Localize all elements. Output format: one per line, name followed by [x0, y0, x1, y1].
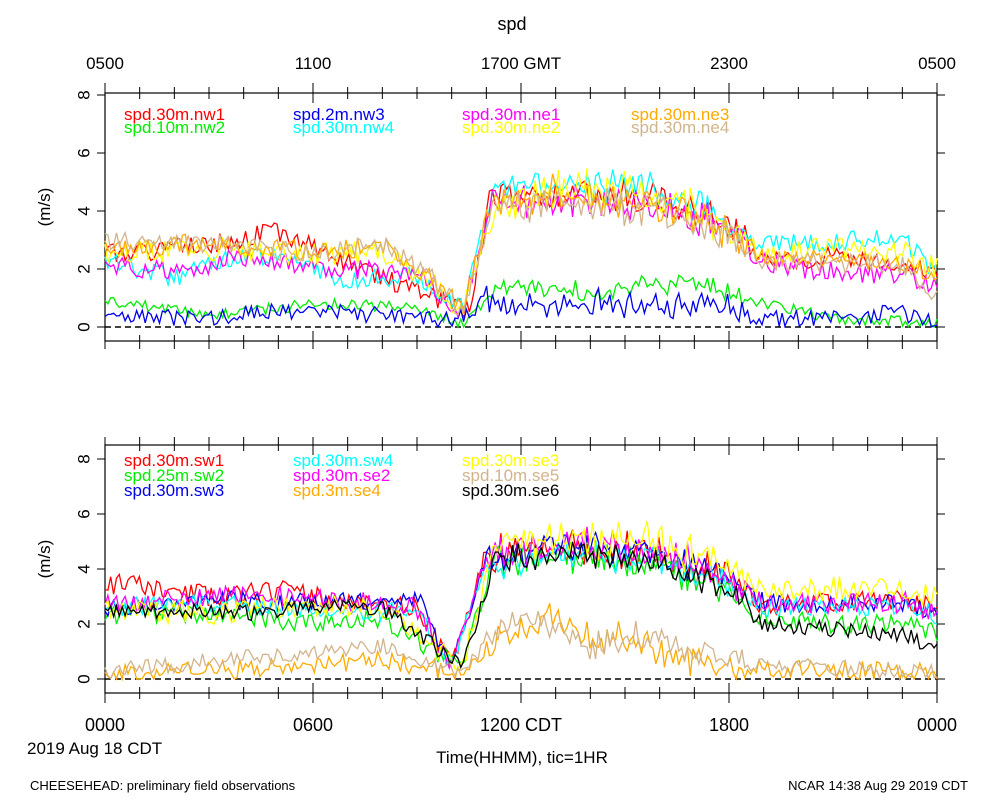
y-tick-label: 4: [74, 206, 93, 215]
series-line-spd-30m-ne2: [104, 168, 938, 315]
series-line-spd-2m-nw3: [104, 285, 938, 329]
x-axis-label: Time(HHMM), tic=1HR: [436, 748, 608, 767]
top-axis-labels: 0500 1100 1700 GMT 2300 0500: [86, 54, 956, 73]
legend-entry: spd.30m.nw4: [293, 118, 394, 137]
series-line-spd-30m-ne4: [104, 187, 938, 316]
legend-entry: spd.30m.sw3: [124, 481, 224, 500]
legend-entry: spd.30m.ne4: [631, 118, 729, 137]
legend-entry: spd.30m.sw1: [124, 451, 224, 470]
y-tick-label: 8: [74, 454, 93, 463]
bottom-tick-label: 0000: [917, 715, 957, 735]
legend-entry: spd.30m.ne3: [631, 105, 729, 124]
legend-entry: spd.30m.ne1: [462, 105, 560, 124]
legend-entry: spd.30m.sw4: [293, 451, 393, 470]
y-tick-label: 4: [74, 564, 93, 573]
legend-entry: spd.30m.se6: [462, 481, 559, 500]
bottom-tick-label: 0600: [293, 715, 333, 735]
y-axis-label: (m/s): [35, 540, 54, 579]
bottom-tick-label: 1200 CDT: [480, 715, 562, 735]
series-line-spd-30m-se3: [104, 520, 938, 670]
top-tick-label: 2300: [710, 54, 748, 73]
top-tick-label: 0500: [86, 54, 124, 73]
y-tick-label: 2: [74, 619, 93, 628]
legend-entry: spd.25m.sw2: [124, 466, 224, 485]
series-line-spd-30m-sw3: [104, 530, 938, 666]
series-line-spd-3m-se4: [104, 603, 938, 682]
series-line-spd-10m-nw2: [104, 274, 938, 329]
series-line-spd-30m-se2: [104, 526, 938, 671]
chart-title: spd: [497, 14, 526, 34]
footer-right: NCAR 14:38 Aug 29 2019 CDT: [788, 778, 968, 793]
y-tick-label: 2: [74, 264, 93, 273]
legend-entry: spd.3m.se4: [293, 481, 381, 500]
series-line-spd-10m-se5: [104, 611, 938, 680]
legend-entry: spd.10m.se5: [462, 466, 559, 485]
y-tick-label: 6: [74, 509, 93, 518]
legend-entry: spd.10m.nw2: [124, 118, 225, 137]
y-tick-label: 6: [74, 148, 93, 157]
y-tick-label: 8: [74, 90, 93, 99]
series-line-spd-30m-ne3: [104, 173, 938, 313]
y-tick-label: 0: [74, 322, 93, 331]
series-line-spd-30m-sw4: [104, 540, 938, 664]
top-tick-label: 1700 GMT: [481, 54, 561, 73]
panel-lower: 02468(m/s)spd.30m.sw1spd.25m.sw2spd.30m.…: [35, 437, 945, 703]
series-line-spd-30m-se6: [104, 541, 938, 670]
y-tick-label: 0: [74, 674, 93, 683]
bottom-tick-label: 0000: [85, 715, 125, 735]
legend-entry: spd.30m.se3: [462, 451, 559, 470]
legend-entry: spd.30m.nw1: [124, 105, 225, 124]
legend-entry: spd.2m.nw3: [293, 105, 385, 124]
footer-left: CHEESEHEAD: preliminary field observatio…: [30, 778, 296, 793]
date-label: 2019 Aug 18 CDT: [27, 739, 162, 758]
top-tick-label: 0500: [918, 54, 956, 73]
y-axis-label: (m/s): [35, 188, 54, 227]
bottom-tick-label: 1800: [709, 715, 749, 735]
top-tick-label: 1100: [295, 54, 332, 73]
legend-entry: spd.30m.ne2: [462, 118, 560, 137]
bottom-axis-labels: 0000 0600 1200 CDT 1800 0000: [85, 715, 957, 735]
legend-entry: spd.30m.se2: [293, 466, 390, 485]
